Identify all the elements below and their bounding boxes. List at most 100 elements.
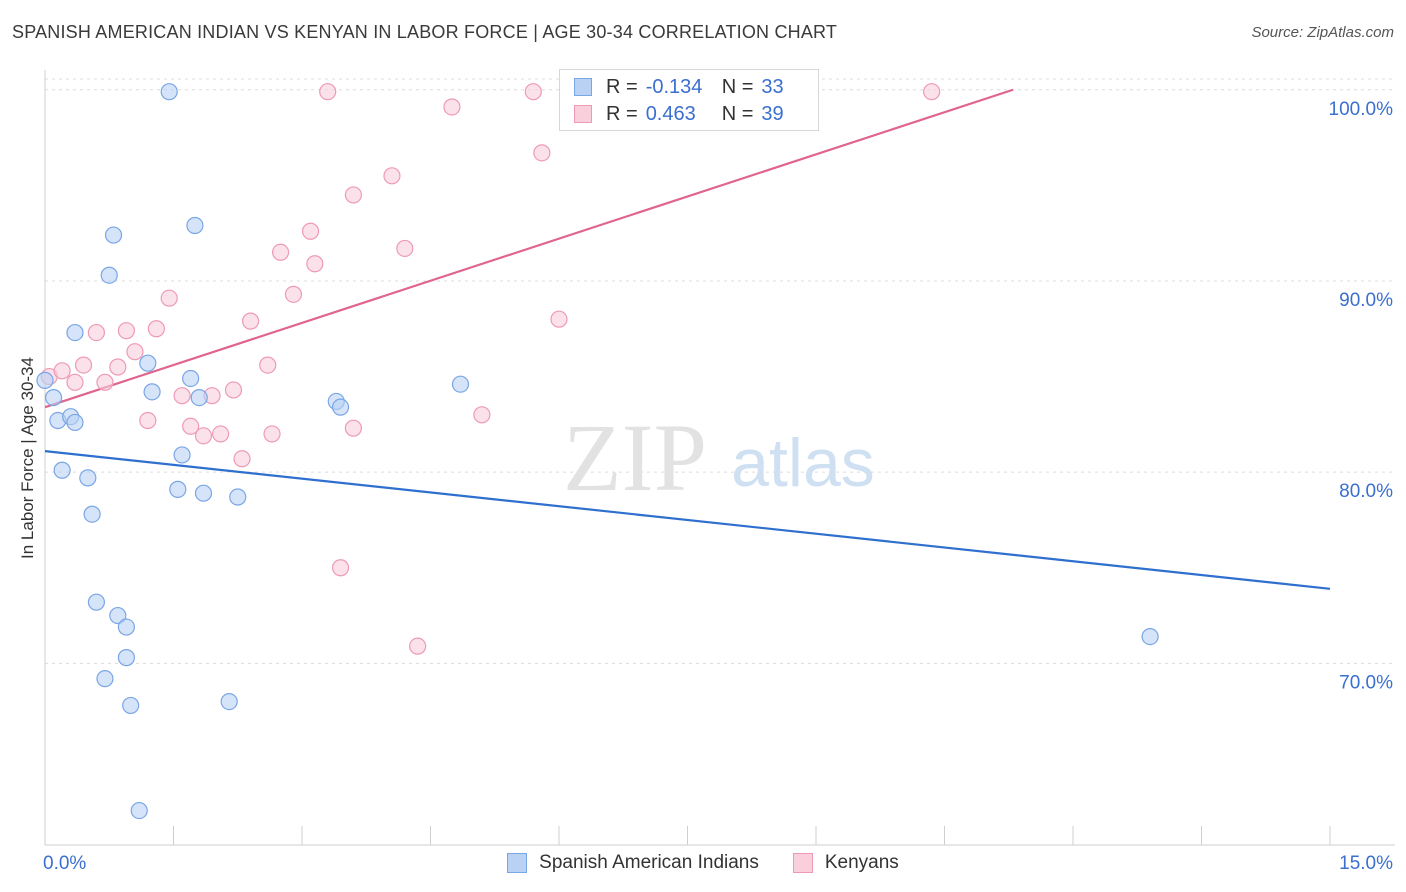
watermark: ZIP atlas <box>563 404 875 511</box>
point-kenyan <box>233 450 251 468</box>
x-tick-label: 0.0% <box>43 853 86 874</box>
point-kenyan <box>224 381 243 399</box>
point-kenyan <box>109 358 127 376</box>
point-spanish-american-indian <box>122 696 140 715</box>
point-kenyan <box>923 83 941 101</box>
point-kenyan <box>331 559 350 577</box>
y-tick-label: 100.0% <box>1329 99 1394 120</box>
point-kenyan <box>263 425 281 443</box>
legend-stats: R = -0.134 N = 33 R = 0.463 N = 39 <box>559 69 819 131</box>
x-tick-label: 15.0% <box>1339 853 1393 874</box>
point-spanish-american-indian <box>66 413 84 432</box>
series-spanish-american-indians <box>36 83 1159 820</box>
point-kenyan <box>533 144 551 162</box>
point-spanish-american-indian <box>109 606 127 625</box>
point-kenyan <box>126 343 144 361</box>
point-kenyan <box>117 322 135 340</box>
point-kenyan <box>319 83 337 101</box>
point-spanish-american-indian <box>139 354 157 372</box>
point-kenyan <box>96 373 114 391</box>
point-kenyan <box>550 310 568 328</box>
point-spanish-american-indian <box>229 488 247 506</box>
point-kenyan <box>212 425 230 443</box>
point-spanish-american-indian <box>190 388 208 407</box>
tick-labels: 70.0% 80.0% 90.0% 100.0% 0.0% 15.0% <box>43 99 1393 874</box>
legend-label: Spanish American Indians <box>539 852 759 873</box>
point-spanish-american-indian <box>36 371 54 389</box>
point-kenyan <box>344 419 362 437</box>
grid-lines <box>45 78 1395 664</box>
legend-swatch-blue <box>574 78 592 96</box>
legend-r-value: -0.134 <box>645 75 703 98</box>
point-spanish-american-indian <box>96 670 114 688</box>
point-kenyan <box>242 312 260 330</box>
point-kenyan <box>87 323 106 342</box>
trend-line-spanish-american-indians <box>44 450 1331 590</box>
point-kenyan <box>173 387 191 405</box>
legend-r-value: 0.463 <box>645 102 696 125</box>
point-spanish-american-indian <box>169 480 187 498</box>
legend-n-value: 39 <box>761 102 784 125</box>
point-spanish-american-indian <box>143 383 161 401</box>
point-spanish-american-indian <box>117 649 135 667</box>
point-spanish-american-indian <box>160 83 178 101</box>
watermark-atlas: atlas <box>731 425 875 501</box>
trend-line-kenyans <box>44 88 1014 409</box>
legend-r-label: R = <box>606 75 638 98</box>
point-spanish-american-indian <box>130 801 148 820</box>
point-spanish-american-indian <box>117 618 135 636</box>
point-kenyan <box>160 289 178 307</box>
chart-title: SPANISH AMERICAN INDIAN VS KENYAN IN LAB… <box>12 22 838 42</box>
point-spanish-american-indian <box>87 593 106 611</box>
y-axis-label: In Labor Force | Age 30-34 <box>18 357 37 559</box>
point-spanish-american-indian <box>1141 627 1159 646</box>
point-spanish-american-indian <box>186 216 204 235</box>
trend-lines <box>44 88 1331 590</box>
point-kenyan <box>396 239 414 258</box>
point-kenyan <box>53 362 71 380</box>
point-spanish-american-indian <box>100 266 118 284</box>
legend-n-value: 33 <box>761 75 784 98</box>
legend-r-label: R = <box>606 102 638 125</box>
point-kenyan <box>383 167 401 185</box>
point-kenyan <box>443 98 461 116</box>
legend-swatch-pink <box>574 105 592 123</box>
point-spanish-american-indian <box>66 323 84 342</box>
series-legend: Spanish American Indians Kenyans <box>0 852 1406 874</box>
point-kenyan <box>473 406 491 424</box>
legend-row-pink: R = 0.463 N = 39 <box>574 101 784 127</box>
point-kenyan <box>194 427 213 445</box>
point-kenyan <box>271 243 290 261</box>
legend-swatch-blue <box>507 853 528 873</box>
point-kenyan <box>259 356 277 374</box>
point-spanish-american-indian <box>44 388 63 407</box>
source-credit: Source: ZipAtlas.com <box>1251 24 1394 41</box>
y-tick-label: 90.0% <box>1339 290 1393 311</box>
point-kenyan <box>74 356 93 374</box>
legend-swatch-pink <box>792 853 813 873</box>
legend-n-label: N = <box>721 75 754 98</box>
point-spanish-american-indian <box>331 398 350 416</box>
point-spanish-american-indian <box>451 375 470 393</box>
point-kenyan <box>284 285 303 303</box>
point-kenyan <box>524 83 542 101</box>
point-spanish-american-indian <box>83 505 101 523</box>
axes <box>44 70 1395 846</box>
point-spanish-american-indian <box>53 461 71 479</box>
point-spanish-american-indian <box>194 484 213 502</box>
point-spanish-american-indian <box>104 226 123 244</box>
y-tick-label: 70.0% <box>1339 672 1393 693</box>
watermark-zip: ZIP <box>563 404 707 511</box>
point-kenyan <box>344 186 362 204</box>
point-kenyan <box>182 417 200 435</box>
point-kenyan <box>409 637 427 655</box>
point-kenyan <box>306 255 324 273</box>
point-spanish-american-indian <box>220 692 238 711</box>
point-kenyan <box>139 411 157 430</box>
series-kenyans <box>40 83 941 655</box>
point-kenyan <box>301 222 320 240</box>
y-tick-label: 80.0% <box>1339 481 1393 502</box>
legend-item-spanish-american-indians: Spanish American Indians <box>507 852 759 874</box>
point-spanish-american-indian <box>182 369 200 388</box>
